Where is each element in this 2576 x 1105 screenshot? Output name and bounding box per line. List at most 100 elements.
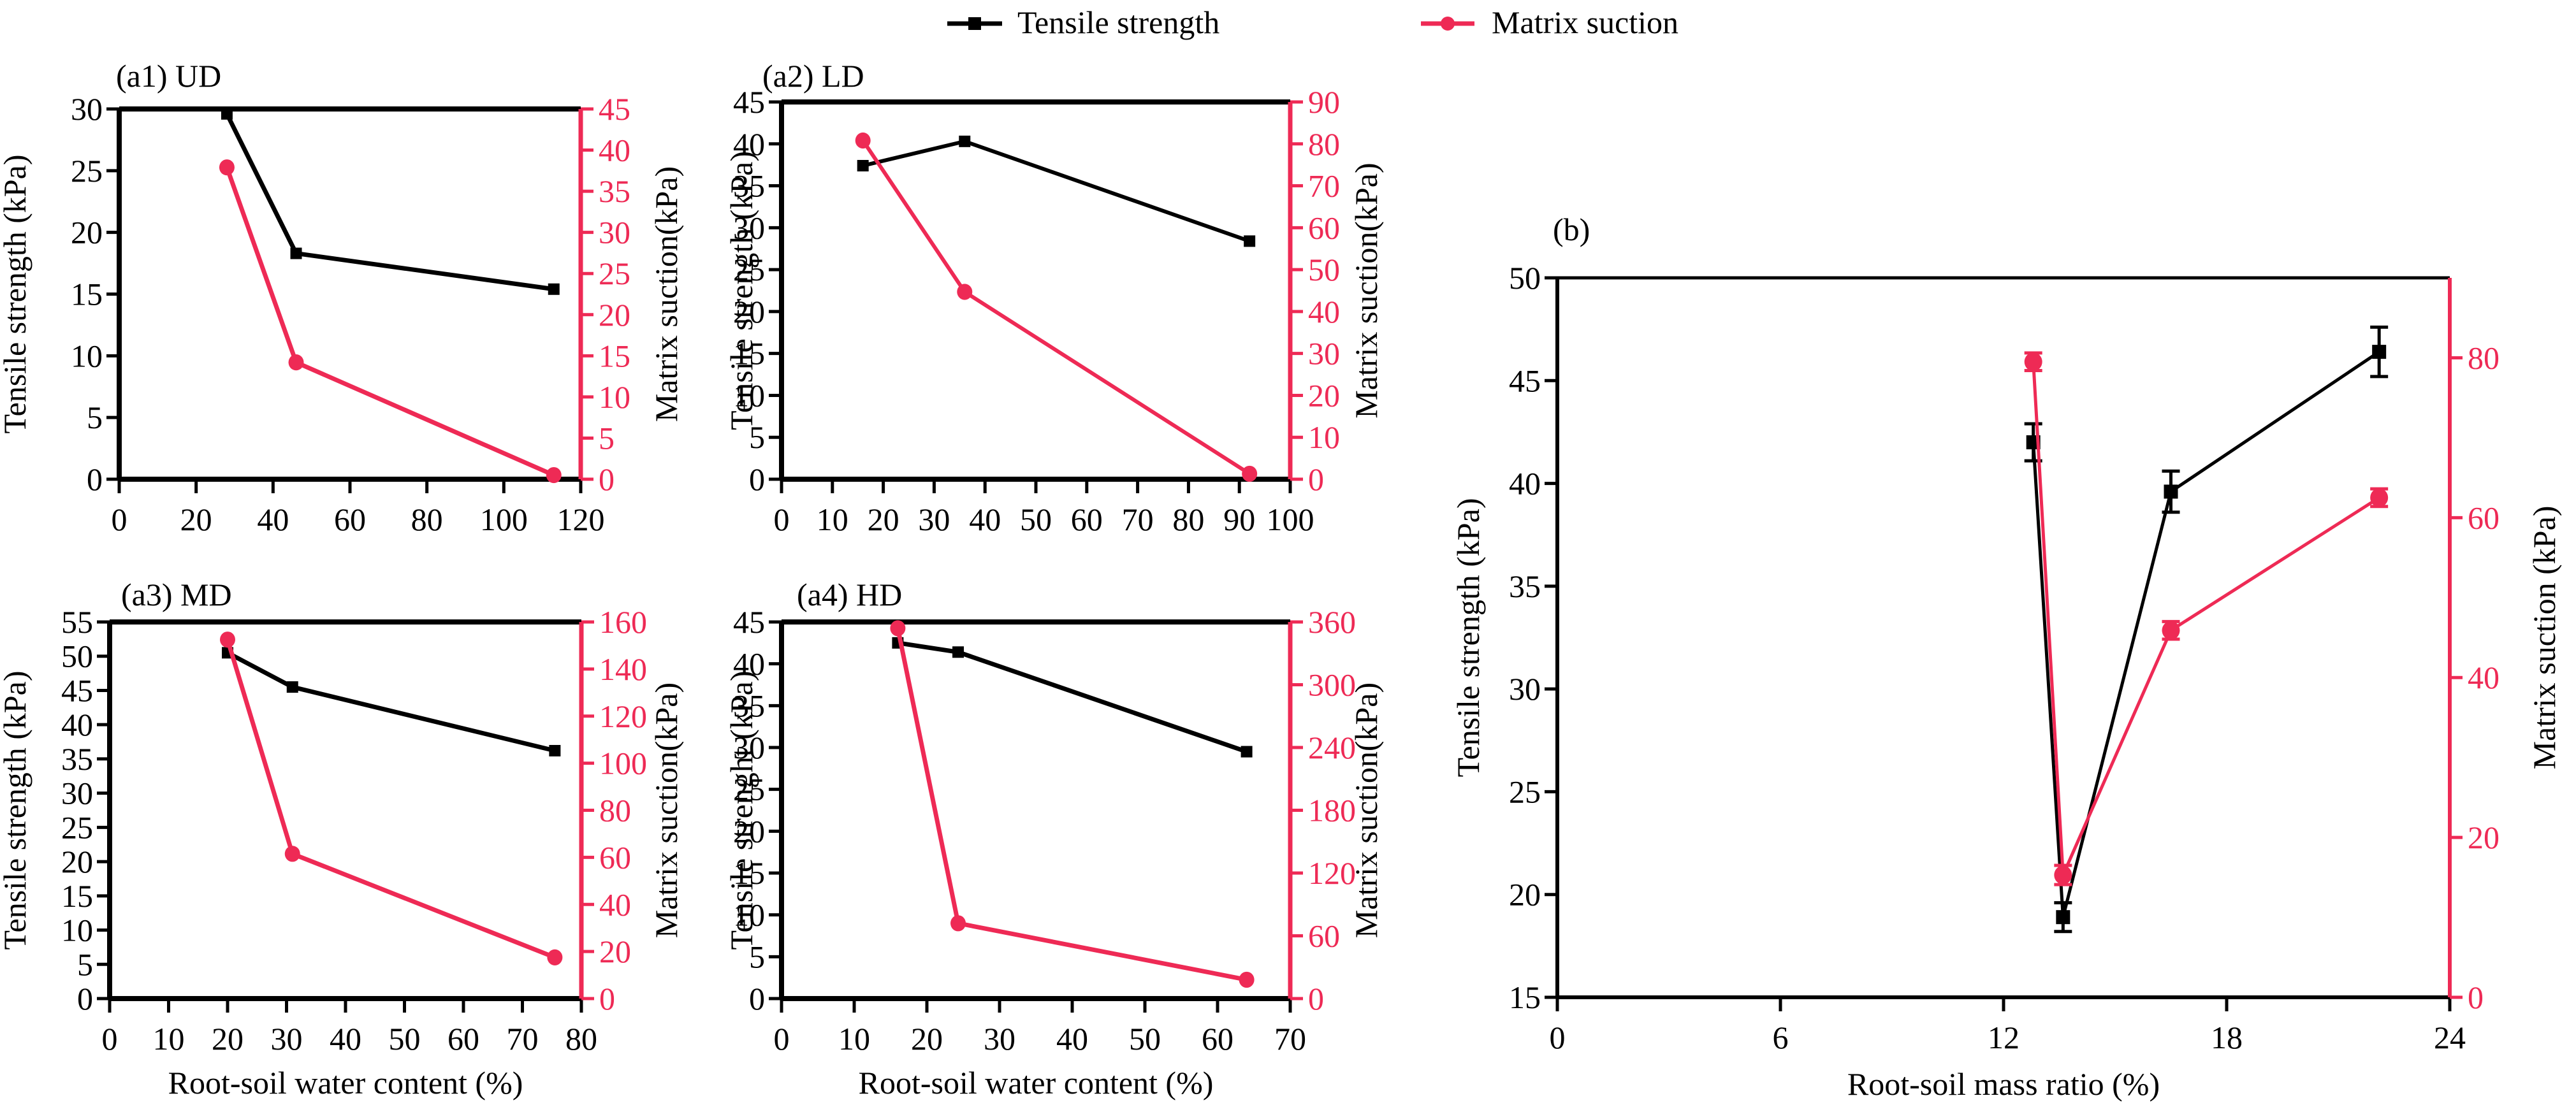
panel-b-suction-point [2054,865,2072,885]
panel-b-y2-tick-label: 20 [2468,820,2500,855]
panel-a1-title: (a1) UD [116,58,221,94]
panel-a3-x-tick-label: 30 [271,1021,303,1057]
panel-a4: (a4) HD Tensile strenght (kPa) Matrix su… [724,577,1384,1101]
panel-a3-y2-tick-label: 20 [599,934,631,969]
panel-a3-tensile-line [226,651,556,753]
panel-a4-y2-tick-label: 180 [1308,793,1356,828]
panel-a1-y-tick-label: 0 [87,461,103,497]
panel-a2-x-tick-label: 70 [1122,502,1154,537]
panel-a4-title: (a4) HD [797,577,902,612]
panel-a1-y-tick-label: 10 [71,338,103,373]
panel-a3-y2-tick-label: 160 [599,604,647,640]
panel-a2-y-tick-label: 0 [749,461,765,497]
panel-a2: (a2) LD Tensile strength (kPa) Matrix su… [724,58,1384,537]
panel-a4-x-tick-label: 60 [1202,1021,1233,1057]
panel-a1-x-tick-label: 0 [112,502,127,537]
panel-a4-y2label: Matrix suction(kPa) [1348,682,1384,938]
panel-b-ylabel: Tensile strength (kPa) [1450,498,1486,777]
panel-b-y2-tick-label: 60 [2468,500,2500,535]
panel-b-tensile-line [2032,350,2380,918]
panel-a4-y2-tick-label: 120 [1308,855,1356,891]
panel-a1-y-tick-label: 25 [71,153,103,189]
panel-a2-y-tick-label: 45 [733,84,765,120]
panel-b-x-tick-label: 18 [2211,1020,2243,1055]
panel-a1-tensile-line [224,113,555,292]
panel-a4-tensile-point [952,646,964,658]
legend-tensile-label: Tensile strength [1017,4,1219,40]
panel-a4-x-tick-label: 20 [911,1021,943,1057]
panel-a3-y-tick-label: 40 [61,707,93,742]
panel-a1-x-tick-label: 40 [257,502,289,537]
panel-a1-x-tick-label: 60 [334,502,366,537]
panel-a3-ylabel: Tensile strength (kPa) [0,670,33,950]
panel-b-tensile-point [2164,484,2178,499]
panel-a3-y2-tick-label: 60 [599,839,631,875]
panel-a4-y2-tick-label: 300 [1308,667,1356,703]
panel-a2-y2-tick-label: 40 [1308,294,1340,329]
panel-a3: (a3) MD Tensile strength (kPa) Matrix su… [0,577,684,1101]
panel-a2-x-tick-label: 90 [1223,502,1255,537]
panel-a3-y-tick-label: 50 [61,639,93,674]
panel-a4-x-tick-label: 50 [1129,1021,1161,1057]
panel-b-y-tick-label: 30 [1509,671,1541,707]
panel-a1-tensile-point [548,283,560,295]
panel-a3-suction-point [284,846,300,862]
panel-a2-x-tick-label: 100 [1267,502,1314,537]
legend: Tensile strength Matrix suction [947,4,1678,40]
panel-a4-y-tick-label: 40 [733,646,765,682]
panel-a3-y-tick-label: 55 [61,604,93,640]
panel-a4-y-tick-label: 0 [749,981,765,1016]
panel-a2-ylabel: Tensile strength (kPa) [724,151,759,430]
panel-a1-x-tick-label: 20 [180,502,212,537]
panel-a3-y-tick-label: 5 [77,946,93,982]
panel-a4-x-tick-label: 30 [984,1021,1015,1057]
panel-b-suction-point [2162,621,2180,640]
panel-a3-y-tick-label: 45 [61,672,93,708]
legend-suction-label: Matrix suction [1492,4,1678,40]
panel-a2-y2-tick-label: 30 [1308,336,1340,372]
legend-tensile-square-marker [968,17,981,30]
panel-a2-x-tick-label: 10 [817,502,848,537]
panel-a2-y2label: Matrix suction(kPa) [1348,162,1384,418]
panel-b-y2-tick-label: 40 [2468,660,2500,695]
panel-b-y-tick-label: 45 [1509,363,1541,398]
panel-a4-x-tick-label: 40 [1056,1021,1088,1057]
panel-a2-y2-tick-label: 80 [1308,126,1340,162]
panel-a2-x-tick-label: 50 [1020,502,1052,537]
panel-a2-y2-tick-label: 0 [1308,461,1324,497]
panel-b-x-tick-label: 12 [1988,1020,2019,1055]
panel-b-suction-line [2032,361,2380,876]
panel-a2-y-tick-label: 5 [749,419,765,455]
panel-a3-x-tick-label: 0 [102,1021,118,1057]
panel-a1-tensile-point [221,108,233,120]
panel-b-y2label: Matrix suction (kPa) [2526,506,2562,770]
panel-a2-y-tick-label: 40 [733,126,765,162]
panel-b-x-tick-label: 24 [2434,1020,2466,1055]
panel-a3-x-tick-label: 40 [330,1021,361,1057]
panel-a3-suction-point [547,949,563,965]
panel-a3-x-tick-label: 80 [565,1021,597,1057]
panel-a2-suction-point [855,132,871,149]
panel-a2-y2-tick-label: 90 [1308,84,1340,120]
panel-a1-x-tick-label: 100 [480,502,528,537]
panel-b-xlabel: Root-soil mass ratio (%) [1847,1066,2160,1102]
panel-b-title: (b) [1553,212,1590,247]
panel-a1-tensile-point [290,247,302,259]
panel-a3-y2-tick-label: 140 [599,651,647,687]
panel-a1-y2-tick-label: 20 [599,297,630,333]
panel-a4-suction-point [1239,971,1255,988]
panel-a3-x-tick-label: 20 [212,1021,244,1057]
panel-a3-suction-point [220,632,235,648]
panel-a4-x-tick-label: 70 [1274,1021,1306,1057]
panel-a2-y2-tick-label: 10 [1308,419,1340,455]
panel-a3-y2-tick-label: 40 [599,886,631,922]
panel-b: (b) Tensile strength (kPa) Matrix suctio… [1450,212,2562,1102]
panel-b-suction-point [2024,352,2042,372]
panel-b-y-tick-label: 15 [1509,979,1541,1015]
panel-a3-x-tick-label: 70 [507,1021,539,1057]
panel-a4-tensile-point [1241,746,1253,758]
panel-a2-y2-tick-label: 60 [1308,210,1340,245]
panel-a2-tensile-point [857,159,869,171]
panel-a1-y2-tick-label: 15 [599,338,630,373]
